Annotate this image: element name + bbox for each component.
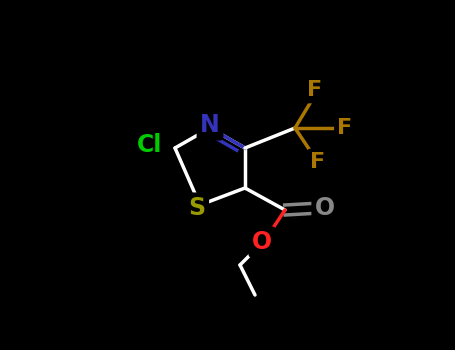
Text: F: F [308,80,323,100]
Text: N: N [200,113,220,137]
Text: O: O [315,196,335,220]
Text: Cl: Cl [137,133,163,157]
Text: O: O [252,230,272,254]
Text: F: F [310,152,326,172]
Text: S: S [188,196,206,220]
Text: F: F [338,118,353,138]
